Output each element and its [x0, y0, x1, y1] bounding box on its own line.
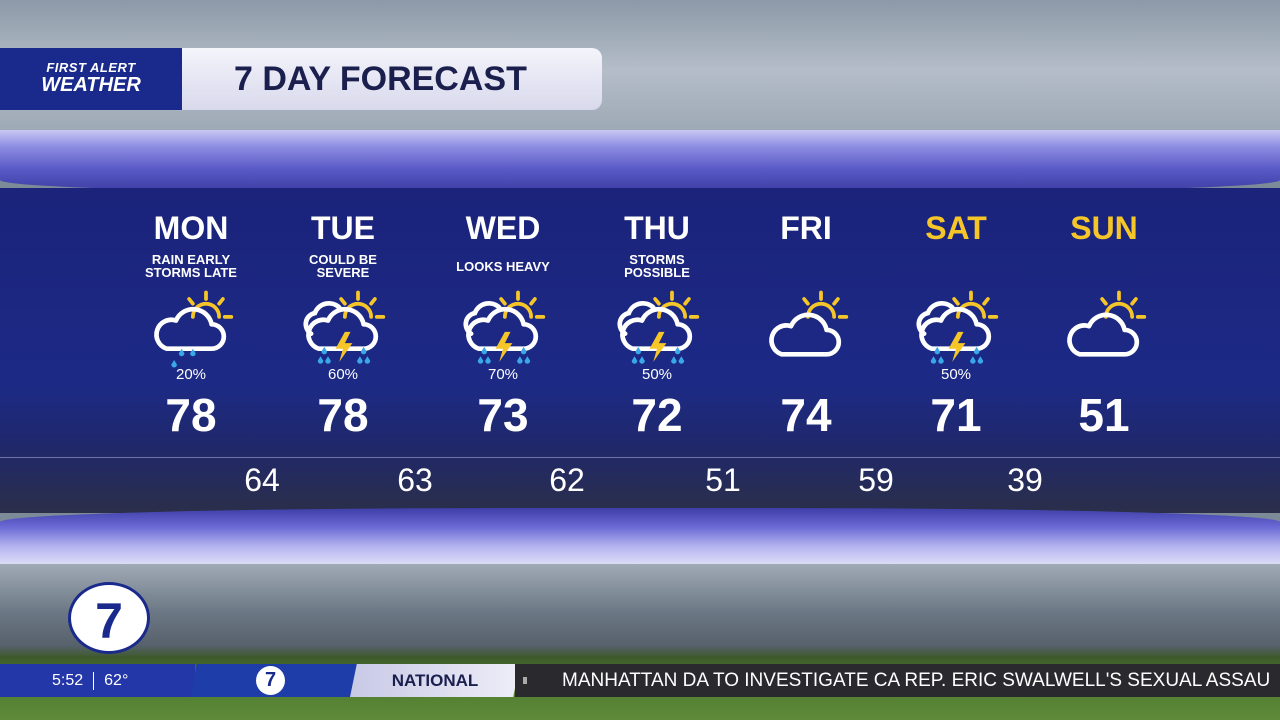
low-temp: 59 [858, 462, 894, 498]
news-ticker: 5:52 62° 7 NATIONAL MANHATTAN DA TO INVES… [0, 664, 1280, 697]
thunderstorm-partly-sunny-icon [303, 290, 386, 364]
conditions-text [1029, 248, 1179, 284]
day-label: THU [624, 210, 690, 246]
rain-partly-sunny-icon [154, 290, 234, 368]
low-temp: 63 [397, 462, 433, 498]
page-title: 7 DAY FORECAST [182, 48, 602, 110]
precip-chance [1029, 366, 1179, 388]
top-band [0, 130, 1280, 194]
ticker-category: NATIONAL [350, 664, 520, 697]
precip-chance [731, 366, 881, 388]
high-temp: 74 [780, 389, 832, 441]
partly-cloudy-icon [1067, 290, 1147, 357]
high-temp: 72 [631, 389, 683, 441]
low-temp: 39 [1007, 462, 1043, 498]
conditions-text [731, 248, 881, 284]
day-column-thu: THU STORMS POSSIBLE 50% 72 [582, 210, 732, 442]
precip-chance: 20% [175, 366, 207, 383]
precip-chance: 50% [940, 366, 972, 383]
precip-chance: 50% [641, 366, 673, 383]
day-column-tue: TUE COULD BE SEVERE 60% 78 [268, 210, 418, 442]
first-alert-weather-logo: FIRST ALERT WEATHER [0, 48, 182, 110]
precip-chance: 70% [487, 366, 519, 383]
low-temp: 62 [549, 462, 585, 498]
high-temp: 78 [165, 389, 217, 441]
ticker-logo: 7 [190, 664, 360, 697]
thunderstorm-partly-sunny-icon [617, 290, 700, 364]
thunderstorm-partly-sunny-icon [916, 290, 999, 364]
conditions-text: STORMS POSSIBLE [624, 252, 690, 280]
day-column-fri: FRI 74 [731, 210, 881, 442]
ticker-time-temp: 5:52 62° [0, 664, 195, 697]
brand-line1: FIRST ALERT [46, 60, 136, 75]
low-temp: 51 [705, 462, 741, 498]
headline-text: MANHATTAN DA TO INVESTIGATE CA REP. ERIC… [562, 670, 1271, 691]
day-label: SUN [1070, 210, 1138, 246]
day-label: WED [465, 210, 541, 246]
partly-cloudy-icon [769, 290, 849, 357]
day-label: FRI [780, 210, 832, 246]
conditions-text: LOOKS HEAVY [456, 258, 550, 274]
ticker-headline: MANHATTAN DA TO INVESTIGATE CA REP. ERIC… [515, 664, 1280, 697]
conditions-text: COULD BE SEVERE [309, 252, 377, 280]
day-label: TUE [311, 210, 375, 246]
day-column-wed: WED LOOKS HEAVY 70% 73 [428, 210, 578, 442]
conditions-text: RAIN EARLY STORMS LATE [145, 252, 237, 280]
bottom-band [0, 508, 1280, 564]
brand-line2: WEATHER [41, 74, 141, 96]
high-temp: 71 [930, 389, 982, 441]
day-label: MON [153, 210, 229, 246]
day-column-sat: SAT 50% 71 [881, 210, 1031, 442]
clock: 5:52 [52, 672, 84, 689]
low-temp: 64 [244, 462, 280, 498]
day-column-sun: SUN 51 [1029, 210, 1179, 442]
high-temp: 73 [477, 389, 529, 441]
high-temp: 51 [1078, 389, 1130, 441]
station-logo: 7 [68, 582, 150, 654]
conditions-text [881, 248, 1031, 284]
day-column-mon: MON RAIN EARLY STORMS LATE 20% 78 [116, 210, 266, 442]
divider [0, 457, 1280, 458]
high-temp: 78 [317, 389, 369, 441]
thunderstorm-partly-sunny-icon [463, 290, 546, 364]
day-label: SAT [925, 210, 987, 246]
precip-chance: 60% [327, 366, 359, 383]
current-temp: 62° [104, 672, 129, 689]
